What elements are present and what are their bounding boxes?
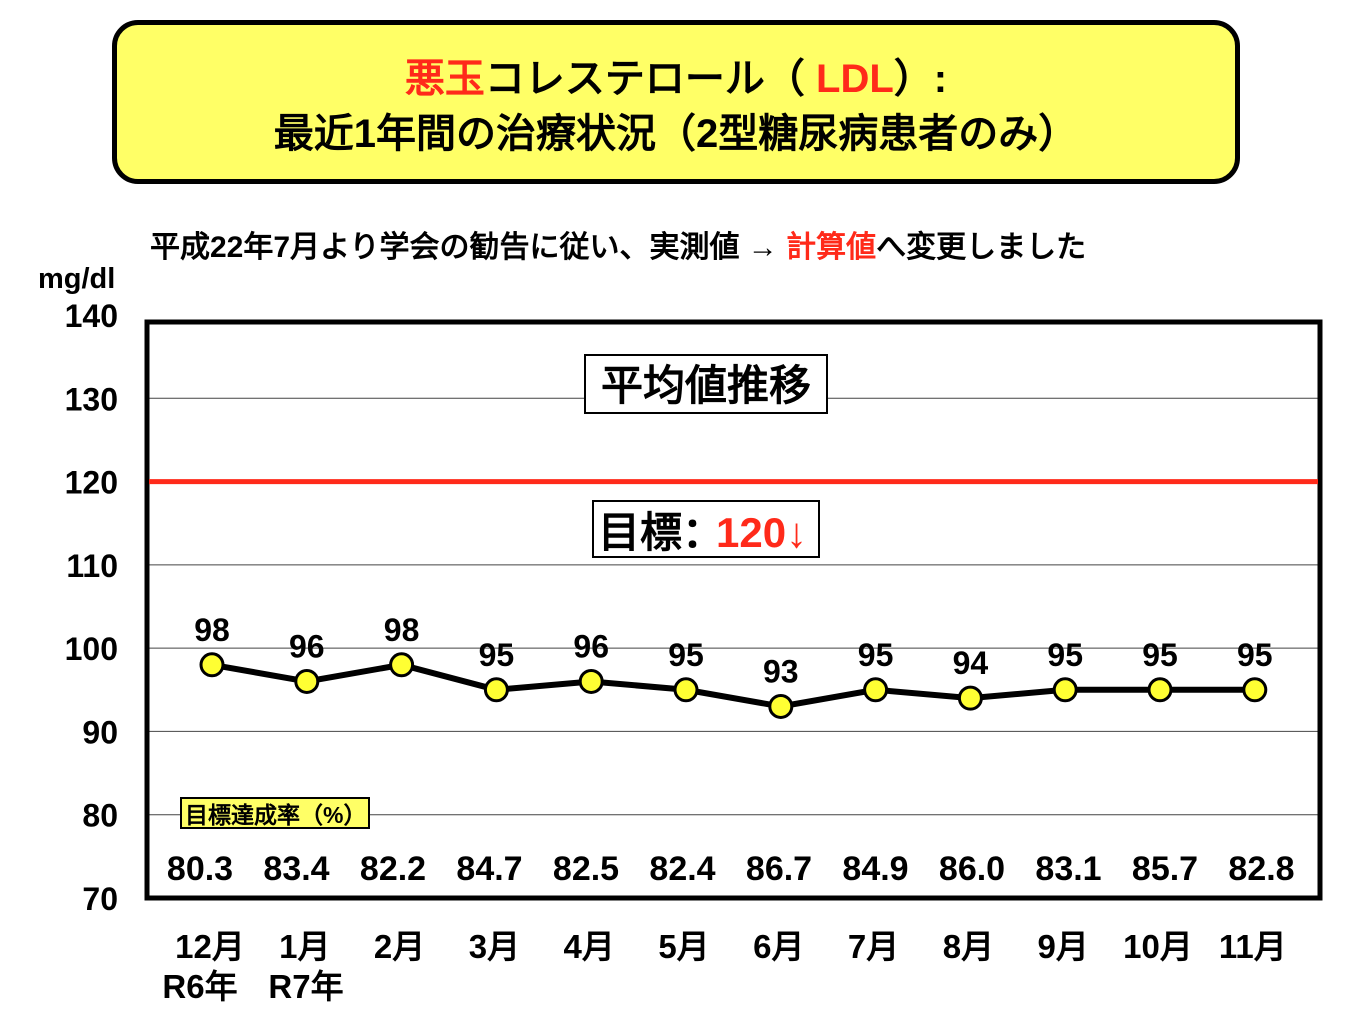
achievement-value: 82.4 bbox=[649, 850, 715, 888]
achievement-label: 目標達成率（%） bbox=[185, 802, 366, 828]
x-tick-label: 10月 bbox=[1123, 928, 1193, 965]
data-label: 98 bbox=[384, 612, 420, 648]
data-label: 98 bbox=[194, 612, 230, 648]
title-line-2: 最近1年間の治療状況（2型糖尿病患者のみ） bbox=[273, 112, 1079, 156]
x-tick-label: 6月 bbox=[753, 928, 804, 965]
title-box: 悪玉コレステロール（ LDL）: 最近1年間の治療状況（2型糖尿病患者のみ） bbox=[112, 20, 1240, 184]
data-point bbox=[863, 677, 889, 703]
achievement-value: 86.0 bbox=[939, 850, 1005, 888]
achievement-value: 82.8 bbox=[1228, 850, 1294, 888]
x-tick-label: 7月 bbox=[848, 928, 899, 965]
title-ldl: LDL bbox=[816, 57, 894, 101]
y-axis-label: mg/dl bbox=[38, 263, 115, 295]
data-point bbox=[957, 685, 983, 711]
note-red-text: 計算値 bbox=[786, 231, 877, 264]
data-point bbox=[1147, 677, 1173, 703]
x-tick-label: 8月 bbox=[943, 928, 994, 965]
data-point bbox=[673, 677, 699, 703]
data-point bbox=[483, 677, 509, 703]
data-point bbox=[199, 652, 225, 678]
target-value: 120↓ bbox=[716, 509, 807, 556]
data-label: 95 bbox=[1237, 637, 1273, 673]
data-point bbox=[1242, 677, 1268, 703]
data-label: 96 bbox=[289, 628, 325, 664]
achievement-value: 84.9 bbox=[842, 850, 908, 888]
data-label: 95 bbox=[479, 637, 515, 673]
data-label: 95 bbox=[1142, 637, 1178, 673]
y-tick-label: 90 bbox=[82, 714, 118, 750]
chart-title-box bbox=[584, 354, 828, 414]
data-point bbox=[1052, 677, 1078, 703]
data-label: 96 bbox=[573, 628, 609, 664]
achievement-value: 83.1 bbox=[1035, 850, 1101, 888]
x-tick-label: 11月 bbox=[1219, 928, 1287, 965]
title-text-end: ）: bbox=[893, 57, 948, 101]
y-tick-label: 100 bbox=[65, 631, 118, 667]
data-label: 95 bbox=[668, 637, 704, 673]
data-point bbox=[578, 668, 604, 694]
note-text-end: へ変更しました bbox=[876, 231, 1087, 264]
target-label: 目標： bbox=[598, 509, 724, 556]
achievement-value: 84.7 bbox=[456, 850, 522, 888]
data-point bbox=[294, 668, 320, 694]
achievement-value: 85.7 bbox=[1132, 850, 1198, 888]
y-tick-label: 110 bbox=[66, 548, 118, 584]
title-red-text: 悪玉 bbox=[404, 57, 485, 101]
y-tick-label: 130 bbox=[65, 381, 118, 417]
data-label: 94 bbox=[953, 645, 989, 681]
achievement-value: 82.2 bbox=[360, 850, 426, 888]
title-line-1: 悪玉コレステロール（ LDL）: bbox=[117, 53, 1235, 105]
x-tick-label: 3月 bbox=[469, 928, 520, 965]
y-tick-label: 80 bbox=[82, 798, 118, 834]
data-point bbox=[768, 693, 794, 719]
x-tick-sublabel: R6年 bbox=[162, 968, 237, 1005]
chart-title: 平均値推移 bbox=[601, 362, 811, 409]
achievement-value: 83.4 bbox=[263, 850, 329, 888]
note-text: 平成22年7月より学会の勧告に従い、実測値 → bbox=[150, 231, 787, 264]
x-tick-label: 2月 bbox=[374, 928, 425, 965]
x-tick-label: 4月 bbox=[564, 928, 615, 965]
y-tick-label: 70 bbox=[82, 881, 118, 917]
plot-border bbox=[144, 319, 1323, 901]
achievement-value: 80.3 bbox=[167, 850, 233, 888]
achievement-label-box bbox=[180, 797, 370, 829]
y-tick-label: 140 bbox=[65, 298, 118, 334]
data-point bbox=[389, 652, 415, 678]
title-text: コレステロール（ bbox=[484, 57, 817, 101]
data-label: 95 bbox=[858, 637, 894, 673]
x-tick-label: 5月 bbox=[658, 928, 709, 965]
target-box bbox=[592, 500, 820, 558]
x-tick-label: 12月 bbox=[175, 928, 245, 965]
x-tick-label: 1月 bbox=[279, 928, 330, 965]
achievement-value: 82.5 bbox=[553, 850, 619, 888]
data-label: 93 bbox=[763, 653, 799, 689]
achievement-value: 86.7 bbox=[746, 850, 812, 888]
series-line bbox=[211, 661, 1255, 710]
x-tick-label: 9月 bbox=[1038, 928, 1089, 965]
y-tick-label: 120 bbox=[65, 465, 118, 501]
data-label: 95 bbox=[1047, 637, 1083, 673]
method-note: 平成22年7月より学会の勧告に従い、実測値 → 計算値へ変更しました bbox=[150, 222, 1086, 266]
x-tick-sublabel: R7年 bbox=[268, 968, 343, 1005]
